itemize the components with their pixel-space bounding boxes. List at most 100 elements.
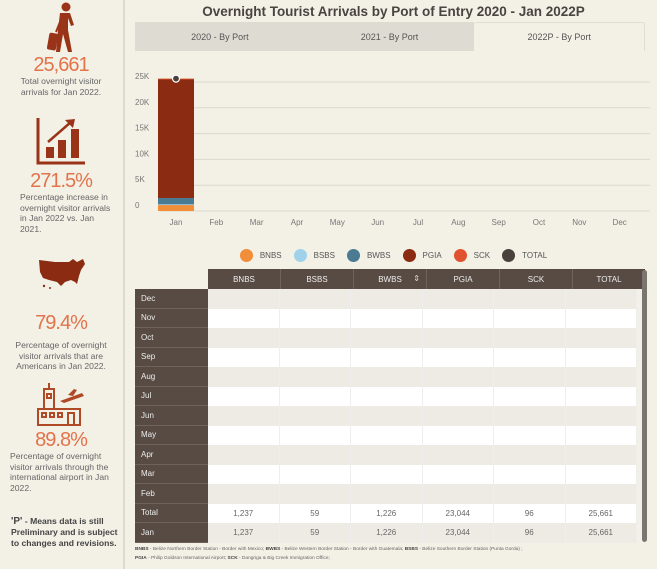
bar-segment-bnbs [158, 204, 194, 211]
stat-americans-share: 79.4% Percentage of overnight visitor ar… [0, 256, 122, 372]
x-tick-label: Mar [250, 218, 264, 227]
table-scrollbar[interactable] [642, 270, 647, 542]
table-cell [423, 425, 494, 445]
row-header: Nov [135, 308, 208, 328]
table-cell [494, 406, 566, 426]
table-cell [423, 367, 494, 387]
table-row: Total 1,237 59 1,226 23,044 96 25,661 [135, 503, 637, 523]
sort-icon[interactable]: ⇕ [413, 274, 420, 283]
x-tick-label: Aug [451, 218, 465, 227]
x-tick-label: Oct [533, 218, 546, 227]
preliminary-marker: 'P' [11, 516, 23, 527]
table-cell [566, 445, 637, 465]
row-cells [208, 484, 637, 504]
table-cell [494, 386, 566, 406]
table-cell [494, 347, 566, 367]
legend-label: TOTAL [522, 250, 548, 260]
table-cell [566, 386, 637, 406]
row-cells [208, 347, 637, 367]
column-header-total[interactable]: TOTAL [596, 274, 622, 284]
table-body: Dec Nov Oct Sep Aug Jul Jun May Apr Mar Feb Total 1,… [135, 289, 637, 543]
table-cell [423, 445, 494, 465]
legend-swatch [453, 248, 467, 262]
table-row: Feb [135, 484, 637, 504]
row-header: May [135, 425, 208, 445]
table-cell [423, 328, 494, 348]
total-point [171, 74, 181, 83]
table-cell [566, 406, 637, 426]
table-cell [208, 386, 280, 406]
row-cells [208, 308, 637, 328]
legend-item-pgia[interactable]: PGIA [402, 248, 442, 262]
tab-2022p-by-port[interactable]: 2022P - By Port [474, 22, 646, 51]
traveler-luggage-icon [46, 2, 74, 52]
row-header: Oct [135, 328, 208, 348]
tab-2020-by-port[interactable]: 2020 - By Port [135, 22, 305, 51]
column-header-bsbs[interactable]: BSBS [281, 269, 354, 289]
y-tick-label: 10K [135, 149, 150, 158]
row-cells [208, 425, 637, 445]
table-cell [423, 347, 494, 367]
column-header-bnbs[interactable]: BNBS [208, 269, 281, 289]
legend-item-total[interactable]: TOTAL [502, 248, 548, 262]
stat-description: Total overnight visitor arrivals for Jan… [20, 76, 102, 97]
table-row: Nov [135, 308, 637, 328]
table-cell: 1,226 [351, 503, 423, 523]
column-header-bwbs[interactable]: BWBS ⇕ [354, 269, 427, 289]
table-cell [494, 484, 566, 504]
table-cell [208, 367, 280, 387]
row-header: Mar [135, 464, 208, 484]
table-cell [423, 308, 494, 328]
legend-item-bsbs[interactable]: BSBS [293, 248, 335, 262]
bar-segment-bwbs [158, 197, 194, 205]
legend-item-bnbs[interactable]: BNBS [239, 248, 282, 262]
table-row: Dec [135, 289, 637, 309]
footnote-abbreviation: BNBS [135, 547, 149, 552]
column-header-pgia[interactable]: PGIA [427, 269, 500, 289]
table-cell [208, 484, 280, 504]
footnote-definition: - Belize Northern Border Station - Borde… [148, 547, 266, 552]
legend-item-sck[interactable]: SCK [453, 248, 490, 262]
row-cells [208, 367, 637, 387]
page-title: Overnight Tourist Arrivals by Port of En… [202, 4, 585, 19]
stat-description: Percentage of overnight visitor arrivals… [15, 340, 107, 371]
table-cell [494, 289, 566, 309]
sidebar: 25,661 Total overnight visitor arrivals … [0, 0, 122, 569]
x-tick-label: Apr [291, 218, 304, 227]
table-cell [566, 484, 637, 504]
row-cells [208, 328, 637, 348]
footnote-abbreviation: PGIA [135, 556, 147, 561]
table-cell [208, 328, 280, 348]
table-header: BNBS BSBS BWBS ⇕ PGIA SCK TOTAL [208, 269, 645, 289]
table-cell: 25,661 [566, 523, 637, 543]
row-header: Apr [135, 445, 208, 465]
table-cell [280, 406, 351, 426]
table-cell [351, 386, 423, 406]
x-tick-label: Dec [613, 218, 627, 227]
y-tick-label: 20K [135, 98, 150, 107]
legend-swatch [402, 248, 416, 262]
table-row: Mar [135, 464, 637, 484]
column-header-sck[interactable]: SCK [500, 269, 573, 289]
table-cell [494, 445, 566, 465]
legend-label: PGIA [422, 250, 442, 260]
row-header: Dec [135, 289, 208, 309]
table-row: Aug [135, 367, 637, 387]
legend-item-bwbs[interactable]: BWBS [346, 248, 391, 262]
table-cell [280, 386, 351, 406]
table-cell [423, 289, 494, 309]
table-cell [494, 367, 566, 387]
table-row: Sep [135, 347, 637, 367]
legend-swatch [346, 248, 360, 262]
table-cell: 23,044 [423, 503, 494, 523]
footnote-abbreviation: SCK [227, 556, 238, 561]
tab-2021-by-port[interactable]: 2021 - By Port [304, 22, 475, 51]
row-header: Jun [135, 406, 208, 426]
table-row: Jan 1,237 59 1,226 23,044 96 25,661 [135, 523, 637, 543]
row-cells [208, 289, 637, 309]
year-tabs: 2020 - By Port 2021 - By Port 2022P - By… [135, 22, 646, 51]
legend-swatch [502, 248, 516, 262]
table-cell: 59 [280, 503, 351, 523]
table-cell [351, 347, 423, 367]
y-tick-label: 5K [135, 175, 145, 184]
